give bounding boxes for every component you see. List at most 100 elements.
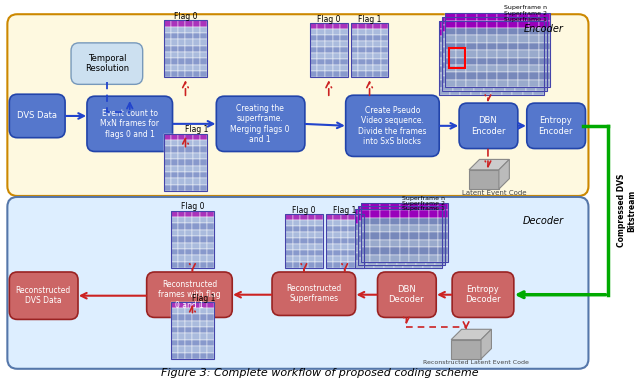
Bar	[518, 43, 529, 50]
Bar	[381, 65, 388, 71]
Bar	[200, 334, 207, 340]
Bar	[416, 228, 426, 236]
Bar	[515, 76, 526, 84]
Bar	[526, 62, 536, 69]
Bar	[178, 340, 185, 346]
Bar	[171, 140, 178, 146]
Bar	[355, 238, 364, 246]
Bar	[445, 43, 456, 50]
Bar	[185, 223, 193, 230]
Bar	[170, 302, 214, 359]
Bar	[460, 58, 470, 66]
Bar	[456, 58, 466, 65]
Bar	[439, 66, 450, 73]
Bar	[285, 256, 292, 262]
Bar	[484, 62, 495, 69]
Bar	[433, 261, 442, 268]
Bar	[445, 13, 456, 21]
Bar	[366, 35, 373, 41]
Bar	[178, 327, 185, 334]
Bar	[193, 46, 200, 52]
Bar	[170, 236, 178, 242]
Bar	[200, 236, 207, 242]
Bar	[394, 209, 403, 216]
Bar	[474, 84, 484, 91]
Bar	[463, 47, 474, 54]
Bar	[492, 88, 502, 95]
Bar	[450, 88, 460, 95]
Bar	[515, 40, 526, 47]
Bar	[364, 209, 374, 216]
Bar	[508, 35, 518, 43]
Bar	[540, 13, 550, 21]
Bar	[466, 35, 477, 43]
Bar	[426, 221, 435, 228]
Bar	[373, 71, 381, 78]
Bar	[178, 334, 185, 340]
Bar	[484, 84, 495, 91]
Bar	[513, 66, 523, 73]
Bar	[394, 223, 403, 231]
Bar	[185, 314, 193, 321]
Polygon shape	[451, 329, 492, 340]
Bar	[178, 140, 186, 146]
Bar	[171, 146, 178, 153]
Bar	[505, 40, 515, 47]
Bar	[523, 66, 533, 73]
Bar	[384, 253, 394, 261]
Bar	[445, 80, 456, 87]
Bar	[419, 233, 429, 240]
Bar	[200, 314, 207, 321]
Text: Entropy
Decoder: Entropy Decoder	[465, 285, 500, 304]
Bar	[419, 225, 429, 233]
Bar	[426, 236, 435, 243]
Bar	[463, 32, 474, 40]
Bar	[492, 51, 502, 58]
Bar	[515, 47, 526, 54]
Bar	[466, 50, 477, 58]
Bar	[285, 226, 292, 232]
Bar	[442, 84, 452, 91]
Bar	[207, 211, 214, 217]
Bar	[474, 62, 484, 69]
Bar	[505, 25, 515, 32]
Bar	[505, 69, 515, 76]
Bar	[200, 262, 207, 268]
Bar	[513, 43, 523, 51]
Bar	[186, 185, 193, 191]
Bar	[308, 244, 316, 250]
Bar	[463, 40, 474, 47]
Text: Flag 1: Flag 1	[333, 206, 356, 215]
Bar	[450, 81, 460, 88]
Bar	[477, 35, 487, 43]
Text: Flag 1: Flag 1	[358, 15, 381, 24]
Bar	[170, 249, 178, 255]
Text: Superframe 1: Superframe 1	[403, 206, 445, 211]
Text: Decoder: Decoder	[523, 215, 564, 226]
Bar	[333, 214, 341, 220]
Bar	[445, 50, 456, 58]
Bar	[308, 250, 316, 256]
Bar	[300, 220, 308, 226]
Bar	[193, 334, 200, 340]
Bar	[526, 32, 536, 40]
Bar	[416, 221, 426, 228]
Bar	[310, 41, 317, 47]
Bar	[508, 13, 518, 21]
Bar	[364, 246, 374, 253]
Bar	[200, 340, 207, 346]
Bar	[333, 41, 340, 47]
Bar	[171, 46, 178, 52]
Bar	[333, 262, 341, 268]
Bar	[477, 28, 487, 35]
Bar	[377, 228, 387, 236]
Bar	[170, 308, 178, 314]
Bar	[348, 250, 356, 256]
Bar	[523, 21, 533, 28]
Bar	[497, 58, 508, 65]
Bar	[374, 223, 384, 231]
Bar	[492, 43, 502, 51]
Bar	[371, 240, 380, 247]
Bar	[384, 238, 394, 246]
Bar	[452, 84, 463, 91]
